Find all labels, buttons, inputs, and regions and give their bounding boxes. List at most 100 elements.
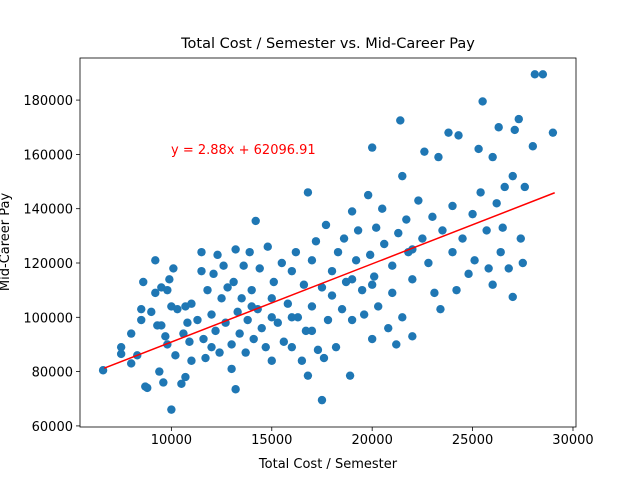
- scatter-point: [500, 182, 509, 192]
- scatter-point: [392, 340, 401, 349]
- scatter-point: [207, 310, 216, 319]
- scatter-point: [548, 128, 558, 137]
- scatter-point: [255, 264, 264, 273]
- scatter-point: [231, 385, 240, 394]
- scatter-point: [369, 272, 379, 281]
- scatter-point: [448, 201, 457, 211]
- scatter-point: [187, 299, 196, 308]
- scatter-point: [179, 329, 188, 338]
- scatter-point: [239, 261, 248, 270]
- scatter-point: [171, 351, 180, 360]
- scatter-point: [245, 247, 254, 257]
- scatter-point: [159, 378, 168, 387]
- scatter-point: [317, 283, 327, 292]
- scatter-point: [337, 304, 347, 314]
- scatter-point: [345, 371, 355, 380]
- scatter-point: [127, 359, 136, 368]
- scatter-point: [398, 313, 407, 322]
- scatter-point: [452, 285, 461, 295]
- scatter-point: [147, 307, 156, 317]
- scatter-point: [155, 367, 164, 376]
- y-tick-label: 60000: [32, 420, 73, 435]
- scatter-point: [317, 395, 327, 405]
- scatter-point: [197, 266, 206, 276]
- scatter-point: [394, 228, 403, 238]
- scatter-point: [215, 348, 224, 357]
- chart-title: Total Cost / Semester vs. Mid-Career Pay: [180, 36, 475, 52]
- x-tick-label: 30000: [552, 433, 593, 448]
- scatter-point: [116, 349, 126, 359]
- plot-frame: [79, 57, 577, 428]
- scatter-point: [508, 171, 517, 181]
- scatter-point: [438, 226, 447, 235]
- scatter-point: [297, 356, 307, 365]
- scatter-point: [351, 256, 361, 265]
- scatter-point: [474, 144, 483, 154]
- scatter-point: [151, 256, 160, 265]
- scatter-point: [448, 247, 457, 257]
- scatter-point: [347, 275, 357, 284]
- scatter-point: [139, 277, 148, 287]
- scatter-point: [327, 291, 337, 300]
- scatter-point: [482, 226, 491, 235]
- scatter-point: [363, 190, 373, 200]
- scatter-point: [207, 342, 216, 352]
- scatter-point: [229, 277, 238, 287]
- scatter-point: [420, 147, 429, 156]
- scatter-point: [374, 302, 383, 311]
- scatter-point: [454, 131, 463, 140]
- scatter-point: [163, 285, 172, 295]
- scatter-point: [173, 304, 182, 314]
- scatter-point: [367, 334, 377, 344]
- scatter-point: [151, 288, 160, 298]
- scatter-point: [197, 247, 206, 257]
- scatter-point: [293, 313, 303, 322]
- scatter-point: [116, 342, 126, 352]
- scatter-point: [496, 247, 505, 257]
- scatter-point: [357, 285, 367, 295]
- scatter-point: [299, 280, 309, 289]
- scatter-point: [319, 353, 329, 363]
- scatter-point: [177, 379, 186, 389]
- scatter-point: [378, 204, 387, 213]
- scatter-point: [470, 256, 479, 265]
- scatter-point: [520, 182, 529, 192]
- scatter-point: [424, 258, 433, 268]
- x-tick-label: 15000: [251, 433, 292, 448]
- scatter-point: [257, 323, 266, 333]
- scatter-point: [303, 188, 313, 197]
- scatter-point: [185, 337, 194, 346]
- scatter-point: [353, 226, 363, 235]
- scatter-point: [137, 315, 146, 325]
- scatter-point: [193, 315, 202, 325]
- scatter-point: [261, 342, 270, 352]
- scatter-point: [143, 383, 152, 393]
- scatter-point: [408, 275, 417, 284]
- scatter-point: [137, 304, 146, 314]
- scatter-point: [402, 215, 411, 224]
- scatter-point: [263, 242, 272, 251]
- y-tick-label: 120000: [23, 257, 73, 272]
- scatter-point: [430, 288, 439, 298]
- scatter-point: [504, 264, 513, 273]
- scatter-point: [251, 216, 260, 226]
- y-tick-label: 180000: [23, 94, 73, 109]
- scatter-point: [492, 199, 501, 208]
- scatter-point: [231, 245, 240, 254]
- y-tick-label: 80000: [32, 366, 73, 381]
- x-tick-label: 25000: [452, 433, 493, 448]
- scatter-point: [518, 258, 527, 268]
- scatter-point: [339, 234, 349, 243]
- scatter-point: [201, 353, 210, 363]
- scatter-point: [307, 326, 317, 336]
- scatter-point: [287, 266, 297, 276]
- scatter-point: [418, 234, 427, 243]
- scatter-point: [199, 334, 208, 344]
- scatter-point: [181, 372, 190, 382]
- scatter-point: [279, 337, 289, 346]
- scatter-point: [347, 315, 357, 325]
- scatter-point: [223, 283, 232, 292]
- scatter-point: [237, 294, 246, 303]
- scatter-point: [468, 209, 477, 219]
